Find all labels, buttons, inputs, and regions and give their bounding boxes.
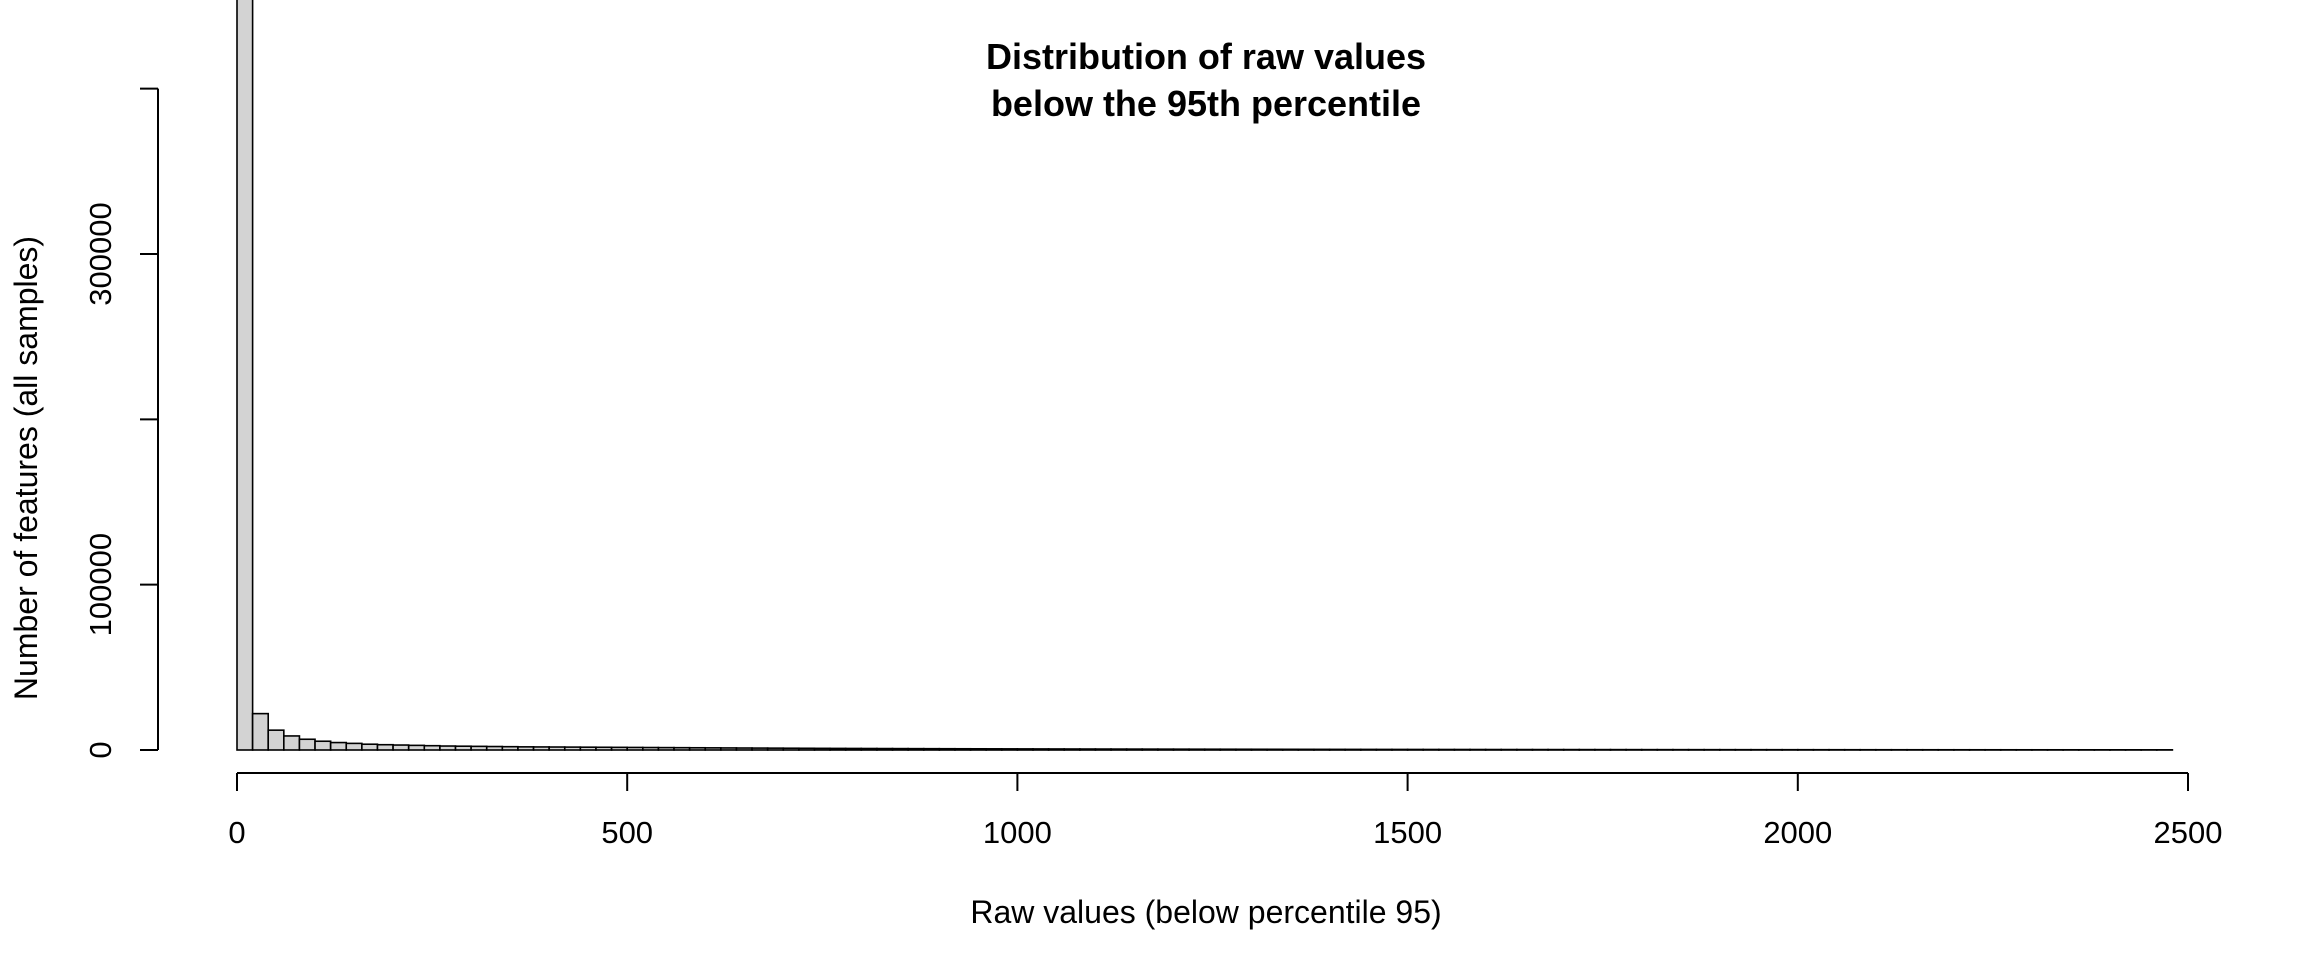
histogram-bar	[485, 745, 504, 751]
chart-subtitle: below the 95th percentile	[991, 83, 1421, 124]
histogram-bar	[1438, 748, 1456, 751]
histogram-bars	[236, 0, 2174, 751]
histogram-bar	[782, 747, 800, 751]
histogram-bar	[1375, 748, 1393, 751]
histogram-bar	[267, 729, 285, 751]
y-tick-label: 0	[83, 741, 118, 758]
histogram-bar	[407, 744, 426, 751]
x-tick-label: 500	[601, 815, 653, 850]
x-axis-label: Raw values (below percentile 95)	[970, 894, 1441, 930]
y-tick-label: 100000	[83, 533, 118, 636]
histogram-bar	[938, 747, 956, 751]
histogram-bar	[1141, 748, 1159, 751]
histogram-bar	[1188, 748, 1206, 751]
histogram-bar	[1157, 748, 1175, 751]
x-tick-label: 2000	[1763, 815, 1832, 850]
histogram-bar	[1328, 748, 1346, 751]
histogram-bar	[735, 747, 753, 751]
histogram-bar	[1391, 748, 1409, 751]
x-tick-label: 2500	[2154, 815, 2223, 850]
histogram-bar	[891, 747, 909, 751]
histogram-bar	[766, 747, 785, 751]
histogram-bar	[922, 747, 941, 751]
histogram-bar	[1422, 748, 1440, 751]
histogram-bar	[251, 712, 270, 751]
histogram-bar	[1235, 748, 1253, 751]
histogram-bar	[361, 743, 379, 751]
histogram-bar	[283, 735, 301, 751]
histogram-bar	[751, 747, 769, 751]
histogram-bar	[813, 747, 831, 751]
histogram-bar	[954, 747, 972, 751]
histogram-bar	[532, 746, 550, 751]
histogram-bar	[907, 747, 925, 751]
histogram-bar	[1172, 748, 1190, 751]
histogram-bar	[688, 746, 707, 751]
histogram-bar	[1219, 748, 1237, 751]
histogram-bar	[548, 746, 566, 751]
x-tick-label: 1000	[983, 815, 1052, 850]
histogram-bar	[1047, 748, 1066, 751]
y-axis-label: Number of features (all samples)	[8, 236, 44, 700]
histogram-bar	[642, 746, 660, 751]
histogram-bar	[844, 747, 863, 751]
histogram-bar	[1359, 748, 1378, 751]
y-axis: 0 100000 300000	[83, 87, 159, 759]
histogram-bar	[579, 746, 597, 751]
histogram-bar	[423, 744, 441, 751]
histogram-bar	[1125, 748, 1144, 751]
histogram-bar	[829, 747, 847, 751]
histogram-bar	[501, 745, 519, 751]
histogram-bar	[470, 745, 488, 751]
histogram-bar	[1063, 748, 1081, 751]
histogram-bar	[439, 745, 457, 751]
histogram-bar	[657, 746, 675, 751]
histogram-bar	[376, 743, 394, 751]
histogram-bar	[563, 746, 582, 751]
histogram-bar	[1297, 748, 1315, 751]
histogram-bar	[610, 746, 628, 751]
histogram-bar	[454, 745, 472, 751]
histogram-bar	[1079, 748, 1097, 751]
histogram-bar	[626, 746, 644, 751]
histogram-bar	[1094, 748, 1112, 751]
histogram-bar	[236, 0, 254, 751]
histogram-bar	[1032, 748, 1050, 751]
histogram-bar	[704, 747, 722, 751]
histogram-bar	[392, 744, 410, 751]
histogram-bar	[1453, 748, 1471, 751]
chart-title: Distribution of raw values	[986, 36, 1426, 77]
histogram-bar	[1406, 748, 1425, 751]
histogram-bar	[876, 747, 894, 751]
y-tick-label: 300000	[83, 202, 118, 305]
histogram-bar	[298, 738, 316, 751]
histogram-bar	[860, 747, 878, 751]
histogram-bar	[1110, 748, 1128, 751]
x-tick-label: 0	[228, 815, 245, 850]
histogram-bar	[345, 742, 363, 751]
histogram-bar	[517, 746, 535, 751]
histogram-bar	[1313, 748, 1331, 751]
histogram-bar	[1250, 748, 1268, 751]
histogram-bar	[1000, 748, 1019, 751]
histogram-bar	[969, 747, 987, 751]
histogram-bar	[329, 741, 348, 751]
histogram-bar	[720, 747, 738, 751]
histogram-bar	[673, 746, 691, 751]
histogram-bar	[1203, 748, 1222, 751]
histogram-bar	[1344, 748, 1362, 751]
histogram-bar	[595, 746, 613, 751]
histogram-bar	[798, 747, 816, 751]
histogram-bar	[1016, 748, 1034, 751]
histogram-bar	[1281, 748, 1300, 751]
x-axis: 0 500 1000 1500 2000 2500	[228, 772, 2223, 850]
x-tick-label: 1500	[1373, 815, 1442, 850]
histogram-bar	[1266, 748, 1284, 751]
histogram-bar	[985, 748, 1003, 751]
histogram-bar	[314, 740, 332, 751]
